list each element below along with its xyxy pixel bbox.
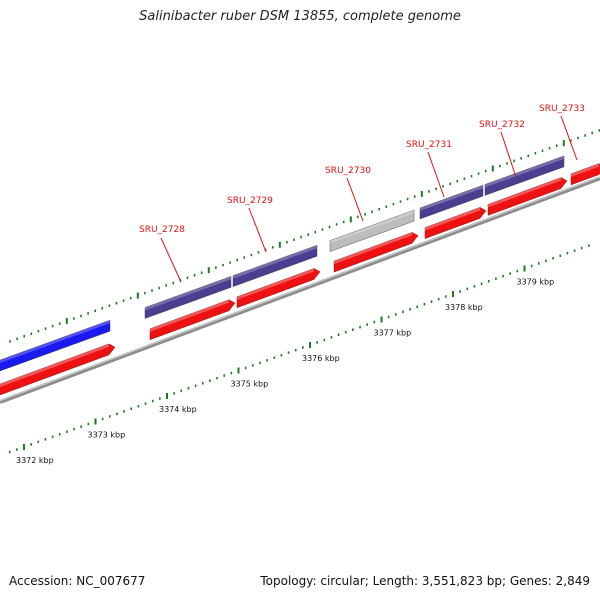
reverse-cds [144, 276, 232, 319]
reverse-cds-sheen [145, 276, 231, 311]
forward-cds-sheen [488, 177, 561, 208]
forward-cds [333, 232, 419, 273]
forward-cds [424, 207, 487, 239]
reverse-cds-sheen [485, 155, 564, 188]
gene-leader-line [248, 207, 267, 253]
backbone-line [0, 176, 600, 404]
gene-leader-line [346, 177, 364, 222]
forward-cds-sheen [571, 163, 599, 177]
forward-cds-sheen [425, 207, 480, 231]
forward-cds [0, 343, 116, 396]
ruler-label-3372: 3372 kbp [16, 456, 54, 465]
gene-leader-line [560, 115, 578, 161]
map-title: Salinibacter ruber DSM 13855, complete g… [139, 9, 461, 24]
reverse-cds-blue-sheen [0, 320, 110, 363]
backbone-group [0, 176, 600, 404]
gene-label-group: SRU_2728 SRU_2729 SRU_2730 SRU_2731 SRU_2732… [139, 104, 585, 283]
reverse-cds [419, 184, 484, 220]
forward-cds-sheen [150, 299, 229, 332]
gene-label-SRU_2728: SRU_2728 [139, 225, 185, 235]
forward-cds-sheen [237, 268, 314, 300]
ruler-label-3374: 3374 kbp [159, 405, 197, 414]
gene-label-SRU_2733: SRU_2733 [539, 104, 585, 114]
reverse-cds-blue [0, 319, 111, 372]
gene-label-SRU_2730: SRU_2730 [325, 166, 371, 176]
forward-cds [236, 268, 321, 309]
reverse-cds [232, 244, 318, 287]
ticks-ruler-track [8, 244, 590, 454]
ruler-label-3379: 3379 kbp [517, 278, 555, 287]
gene-leader-line [427, 151, 445, 198]
gene-leader-line [160, 237, 182, 283]
gene-leader-line [500, 131, 517, 178]
forward-cds [149, 299, 236, 341]
gene-label-SRU_2729: SRU_2729 [227, 196, 273, 206]
feature-tracks [0, 155, 600, 396]
ruler-label-3377: 3377 kbp [374, 329, 412, 338]
reverse-cds-sheen [233, 245, 317, 279]
topology-text: Topology: circular; Length: 3,551,823 bp… [260, 574, 590, 588]
reverse-cds-sheen [420, 185, 483, 211]
backbone-highlight [0, 176, 600, 402]
forward-cds-sheen [334, 232, 412, 265]
forward-cds [570, 163, 600, 186]
ruler-label-3375: 3375 kbp [231, 380, 269, 389]
forward-cds-sheen [0, 343, 109, 387]
gene-label-SRU_2732: SRU_2732 [479, 120, 525, 130]
ticks-outer-track [9, 129, 600, 343]
pseudogene [329, 209, 415, 252]
accession-text: Accession: NC_007677 [9, 574, 146, 588]
reverse-cds [484, 155, 565, 196]
forward-cds [487, 177, 568, 216]
ruler-label-3376: 3376 kbp [302, 354, 340, 363]
gene-label-SRU_2731: SRU_2731 [406, 140, 452, 150]
ruler-label-3373: 3373 kbp [88, 431, 126, 440]
ruler-labels: 3372 kbp 3373 kbp 3374 kbp 3375 kbp 3376 kbp… [16, 278, 554, 466]
pseudogene-sheen [330, 210, 414, 244]
ruler-label-3378: 3378 kbp [445, 303, 483, 312]
